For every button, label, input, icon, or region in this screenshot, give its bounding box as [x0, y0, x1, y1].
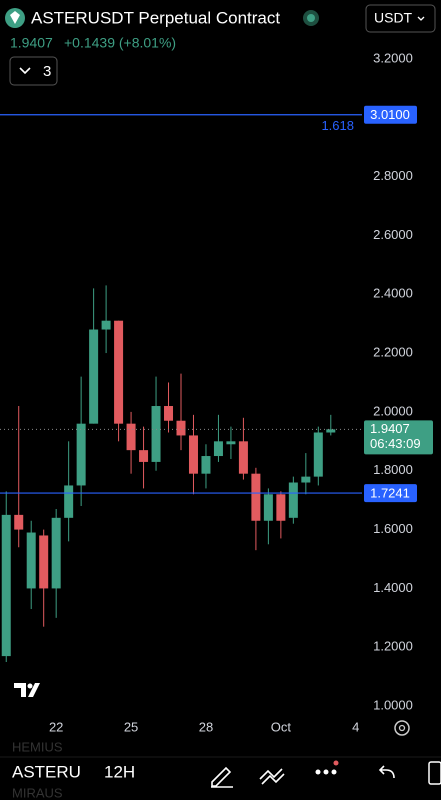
indicators-caret: [19, 67, 31, 75]
candle-body: [301, 476, 311, 483]
candle-body: [89, 329, 99, 424]
candle-body: [251, 473, 261, 521]
draw-tool-icon[interactable]: [211, 766, 233, 788]
y-tick-label: 1.8000: [373, 462, 413, 477]
watermark-text: MIRAUS: [12, 785, 63, 800]
level-note: 1.618: [321, 118, 354, 133]
y-tick-label: 2.4000: [373, 286, 413, 301]
candle-body: [238, 441, 248, 474]
x-tick-label: 22: [49, 719, 63, 734]
candle-body: [263, 494, 273, 521]
y-tick-label: 2.2000: [373, 344, 413, 359]
candle-body: [64, 485, 74, 518]
currency-label: USDT: [374, 10, 413, 26]
currency-select[interactable]: [365, 4, 436, 33]
candle-body: [326, 429, 336, 433]
countdown-label: 06:43:09: [370, 436, 421, 451]
watermark-text: HEMIUS: [12, 739, 63, 754]
trend-tool-icon[interactable]: [259, 768, 285, 785]
settings-icon[interactable]: [394, 720, 410, 736]
notification-dot: [333, 760, 339, 766]
candle-body: [188, 435, 198, 474]
more-icon: [323, 769, 329, 775]
y-tick-label: 2.6000: [373, 227, 413, 242]
last-price-tag: [364, 420, 433, 455]
candle-body: [76, 423, 86, 486]
x-tick-label: Oct: [271, 719, 292, 734]
last-price: 1.9407: [10, 35, 53, 51]
currency-caret: [417, 16, 425, 21]
level-tag-label: 1.7241: [370, 486, 410, 501]
level-tag-label: 3.0100: [370, 107, 410, 122]
fullscreen-icon[interactable]: [428, 761, 441, 785]
candle-body: [126, 423, 136, 451]
candle-body: [39, 535, 49, 589]
tv-logo-dot: [27, 683, 33, 689]
y-tick-label: 2.8000: [373, 168, 413, 183]
candle-body: [226, 441, 236, 445]
last-price-label: 1.9407: [370, 421, 410, 436]
plot: 1.0000 1.2000 1.4000 1.6000 1.8000 2.0000 2.20…: [0, 50, 433, 734]
candle-body: [114, 320, 124, 424]
candle-body: [1, 514, 11, 657]
y-tick-label: 3.2000: [373, 50, 413, 65]
more-icon[interactable]: [315, 769, 321, 775]
candle-body: [201, 456, 211, 474]
candle-body: [313, 432, 323, 477]
candle-body: [14, 514, 24, 530]
y-tick-label: 1.4000: [373, 580, 413, 595]
toolbar-interval[interactable]: 12H: [104, 762, 135, 781]
more-icon: [331, 769, 337, 775]
y-tick-label: 1.6000: [373, 521, 413, 536]
candle-body: [139, 450, 149, 462]
candle-body: [176, 420, 186, 436]
indicators-count: 3: [43, 63, 51, 80]
y-tick-label: 1.2000: [373, 639, 413, 654]
candle-body: [288, 482, 298, 518]
x-tick-label: 28: [199, 719, 213, 734]
tv-logo: [14, 683, 40, 697]
candle-body: [276, 494, 286, 521]
level-tag: [364, 484, 417, 503]
toolbar-symbol[interactable]: ASTERU: [12, 762, 81, 781]
indicators-toggle[interactable]: [9, 56, 58, 86]
candle-body: [151, 406, 161, 462]
undo-icon[interactable]: [378, 765, 395, 779]
candle-body: [101, 320, 111, 330]
x-tick-label: 4: [352, 719, 359, 734]
y-tick-label: 1.0000: [373, 698, 413, 713]
y-tick-label: 2.0000: [373, 403, 413, 418]
x-tick-label: 25: [124, 719, 138, 734]
price-change: +0.1439 (+8.01%): [64, 35, 176, 51]
status-dot: [307, 14, 315, 22]
settings-icon-core: [398, 724, 406, 732]
symbol-title[interactable]: ASTERUSDT Perpetual Contract: [31, 8, 280, 27]
candle-body: [51, 517, 61, 589]
candle-body: [164, 406, 174, 421]
candle-body: [213, 441, 223, 457]
level-tag: [364, 105, 417, 124]
candle-body: [26, 532, 36, 589]
symbol-icon-glyph: [10, 11, 20, 24]
